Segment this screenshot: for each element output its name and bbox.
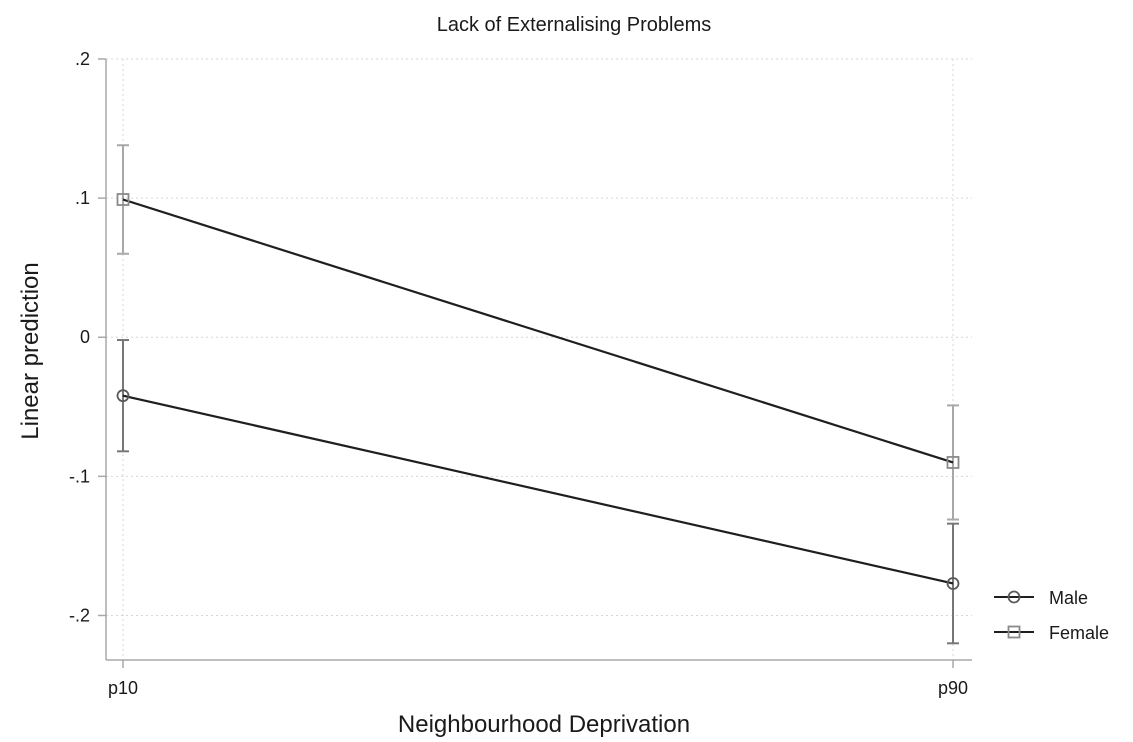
axes: .2 .1 0 -.1 -.2 p10 p90 bbox=[69, 49, 972, 698]
plot-area bbox=[116, 144, 960, 645]
data-point-female bbox=[946, 456, 960, 469]
legend-marker-male bbox=[1007, 590, 1021, 604]
x-tick-label: p90 bbox=[938, 678, 968, 698]
legend: Male Female bbox=[994, 588, 1109, 643]
x-axis-title: Neighbourhood Deprivation bbox=[398, 711, 690, 738]
chart-title: Lack of Externalising Problems bbox=[437, 14, 712, 36]
legend-label-male: Male bbox=[1049, 588, 1088, 608]
legend-marker-female bbox=[1007, 625, 1021, 639]
y-axis-title: Linear prediction bbox=[17, 262, 44, 439]
legend-label-female: Female bbox=[1049, 623, 1109, 643]
y-tick-label: .1 bbox=[75, 188, 90, 208]
y-tick-label: .2 bbox=[75, 49, 90, 69]
y-tick-label: -.1 bbox=[69, 466, 90, 486]
series-line-female bbox=[122, 198, 954, 464]
x-tick-label: p10 bbox=[108, 678, 138, 698]
y-tick-label: 0 bbox=[80, 327, 90, 347]
data-point-female bbox=[116, 193, 130, 206]
data-point-male bbox=[116, 389, 130, 403]
data-point-male bbox=[946, 577, 960, 590]
gridlines bbox=[106, 58, 972, 660]
y-tick-label: -.2 bbox=[69, 605, 90, 625]
series-line-male bbox=[122, 394, 954, 585]
